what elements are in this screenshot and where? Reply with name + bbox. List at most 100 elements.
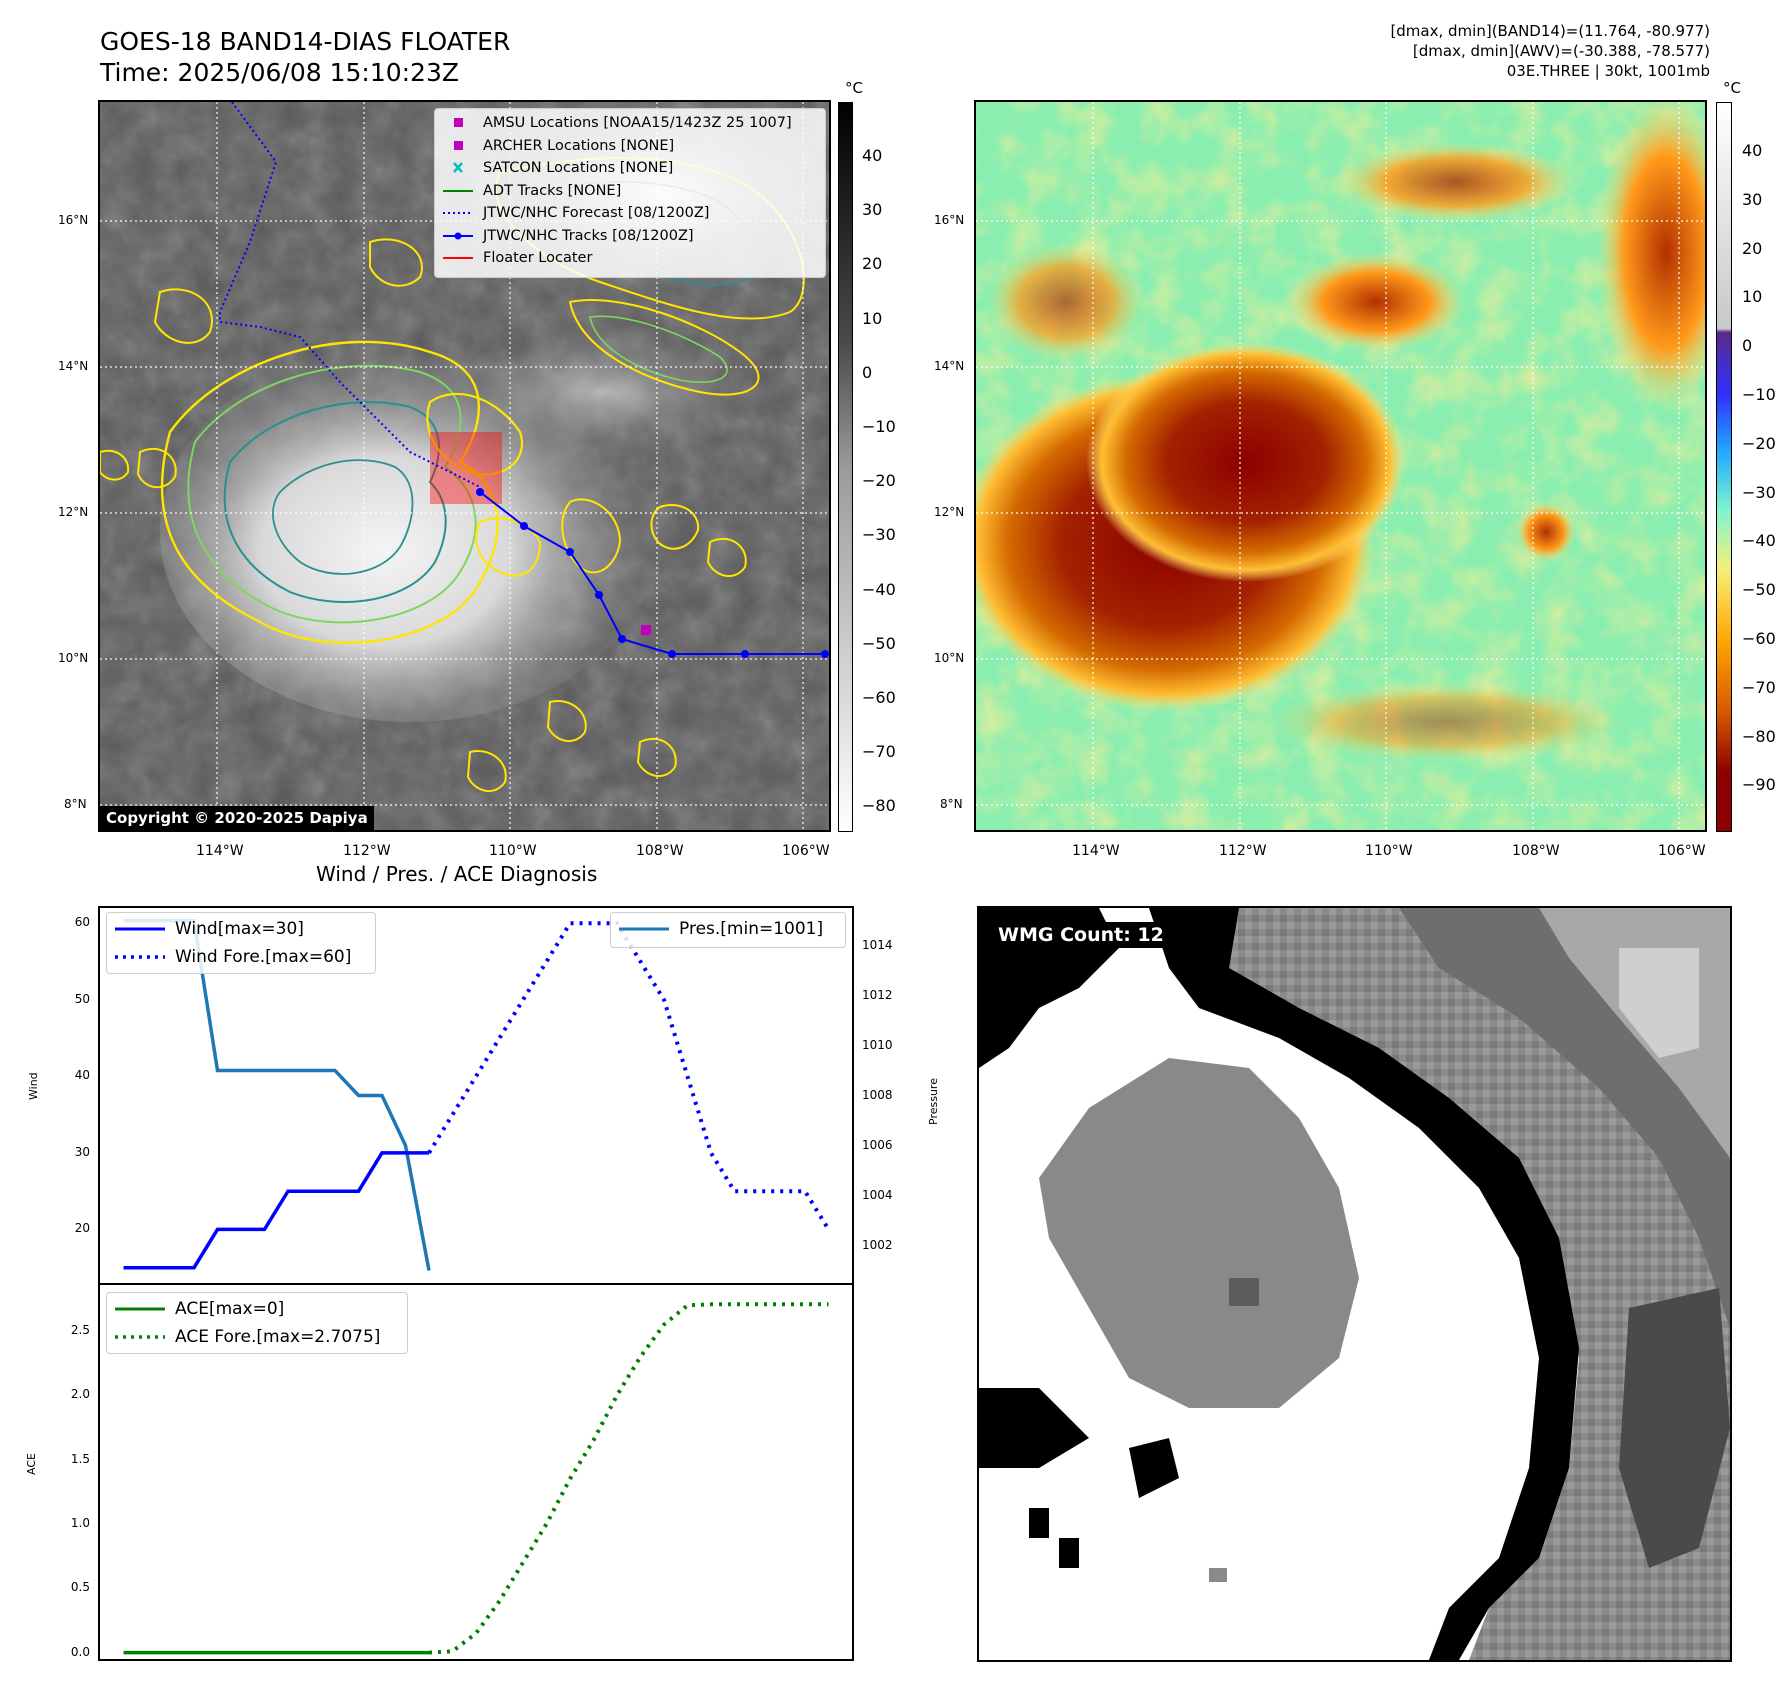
ace-tick-label: 2.0 (70, 1387, 90, 1402)
legend-tracks: JTWC/NHC Tracks [08/1200Z] (443, 226, 694, 246)
lon-tick: 110°W (489, 843, 537, 859)
gray-colorbar (838, 102, 853, 832)
pressure-tick-label: 1002 (862, 1237, 893, 1252)
forecast-track-line (219, 102, 481, 488)
gray-colorbar-tick: 0 (862, 362, 873, 382)
best-track-line (479, 491, 828, 655)
lon-tick: 108°W (1512, 843, 1560, 859)
color-colorbar-tick: −80 (1742, 726, 1776, 746)
legend-satcon: SATCON Locations [NONE] (443, 158, 673, 178)
color-colorbar-tick: −60 (1742, 629, 1776, 648)
lon-tick: 106°W (782, 843, 830, 859)
track-point (668, 650, 676, 658)
color-colorbar-tick: 30 (1742, 189, 1763, 209)
lat-tick: 10°N (58, 651, 89, 665)
dotted-line-icon (115, 1331, 165, 1343)
lat-tick: 8°N (940, 797, 963, 811)
wind-legend: Wind[max=30] Wind Fore.[max=60] (106, 912, 376, 974)
gray-colorbar-tick: −30 (862, 525, 896, 545)
ace-tick-label: 1.0 (70, 1515, 90, 1530)
lat-tick: 8°N (64, 797, 87, 811)
enhanced-ir-map (974, 100, 1707, 832)
ace-tick-label: 1.5 (70, 1451, 90, 1466)
line-dot-icon (443, 230, 473, 242)
track-point (566, 548, 574, 556)
lat-tick: 12°N (934, 505, 965, 519)
gray-colorbar-tick: −10 (862, 417, 896, 436)
pressure-tick-label: 1014 (862, 937, 893, 952)
ace-tick-label: 0.0 (70, 1644, 90, 1659)
legend-adt: ADT Tracks [NONE] (443, 181, 621, 201)
legend-archer: ARCHER Locations [NONE] (443, 136, 674, 156)
track-point (595, 591, 603, 599)
lat-tick: 14°N (934, 359, 965, 373)
color-colorbar-tick: −10 (1742, 385, 1776, 404)
lat-tick: 10°N (934, 651, 965, 665)
ace-forecast-series-line (428, 1302, 829, 1655)
wind-tick-label: 20 (74, 1221, 90, 1236)
color-colorbar-tick: −30 (1742, 482, 1776, 502)
diagnosis-svg (98, 906, 854, 1661)
lat-tick: 16°N (58, 213, 89, 227)
lat-tick: 16°N (934, 213, 965, 227)
solid-line-icon (443, 185, 473, 197)
info-awv: [dmax, dmin](AWV)=(-30.388, -78.577) (1412, 42, 1710, 60)
lon-tick: 114°W (1072, 843, 1120, 859)
pressure-tick-label: 1006 (862, 1137, 893, 1152)
gray-colorbar-tick: −80 (862, 796, 896, 816)
gray-colorbar-unit: °C (845, 79, 863, 97)
track-point (520, 522, 528, 530)
wind-series-line (123, 1151, 429, 1270)
gray-colorbar-tick: 20 (862, 254, 883, 274)
lon-tick: 112°W (343, 843, 391, 859)
wmg-count-label: WMG Count: 12 (993, 922, 1169, 948)
square-marker-icon (443, 117, 473, 129)
gray-colorbar-tick: 40 (862, 146, 883, 165)
gray-colorbar-tick: −20 (862, 471, 896, 491)
x-marker-icon (443, 162, 473, 174)
ace-legend: ACE[max=0] ACE Fore.[max=2.7075] (106, 1292, 408, 1354)
legend-ace: ACE[max=0] (115, 1299, 284, 1319)
ir-gray-map: AMSU Locations [NOAA15/1423Z 25 1007] AR… (98, 100, 831, 832)
pressure-tick-label: 1012 (862, 987, 893, 1002)
gray-colorbar-tick: −60 (862, 688, 896, 707)
wind-tick-label: 40 (74, 1068, 90, 1083)
ace-axis-label: ACE (25, 1453, 38, 1475)
lon-tick: 108°W (636, 843, 684, 859)
info-band14: [dmax, dmin](BAND14)=(11.764, -80.977) (1390, 22, 1710, 40)
legend-wind-fore: Wind Fore.[max=60] (115, 947, 351, 967)
wmg-image (979, 908, 1730, 1660)
solid-line-icon (115, 1303, 165, 1315)
red-line-icon (443, 252, 473, 264)
wind-tick-label: 50 (74, 991, 90, 1006)
diagnosis-chart: Wind[max=30] Wind Fore.[max=60] Pres.[mi… (98, 906, 854, 1661)
gray-colorbar-tick: −40 (862, 579, 896, 599)
lon-tick: 112°W (1219, 843, 1267, 859)
wind-forecast-series-line (427, 921, 831, 1231)
copyright-label: Copyright © 2020-2025 Dapiya (100, 806, 374, 830)
timestamp: Time: 2025/06/08 15:10:23Z (100, 58, 459, 87)
gray-colorbar-tick: −50 (862, 633, 896, 653)
product-title: GOES-18 BAND14-DIAS FLOATER (100, 27, 511, 56)
wmg-panel: WMG Count: 12 (977, 906, 1732, 1662)
pressure-legend: Pres.[min=1001] (610, 912, 846, 948)
gray-colorbar-tick: −70 (862, 742, 896, 762)
solid-line-icon (115, 923, 165, 935)
enhanced-ir-image (976, 102, 1705, 830)
square-marker-icon (443, 140, 473, 152)
track-point (476, 488, 484, 496)
info-storm: 03E.THREE | 30kt, 1001mb (1506, 62, 1710, 80)
color-colorbar-tick: 40 (1742, 141, 1763, 160)
track-point (618, 635, 626, 643)
pressure-tick-label: 1004 (862, 1187, 893, 1202)
color-colorbar-tick: −20 (1742, 433, 1776, 453)
lon-tick: 110°W (1365, 843, 1413, 859)
color-colorbar-tick: 0 (1742, 336, 1753, 356)
legend-ace-fore: ACE Fore.[max=2.7075] (115, 1327, 380, 1347)
color-colorbar-tick: 10 (1742, 287, 1763, 307)
color-colorbar-tick: 20 (1742, 238, 1763, 258)
color-colorbar-tick: −50 (1742, 580, 1776, 600)
lon-tick: 106°W (1658, 843, 1706, 859)
track-point (821, 650, 829, 658)
ace-tick-label: 0.5 (70, 1580, 90, 1595)
